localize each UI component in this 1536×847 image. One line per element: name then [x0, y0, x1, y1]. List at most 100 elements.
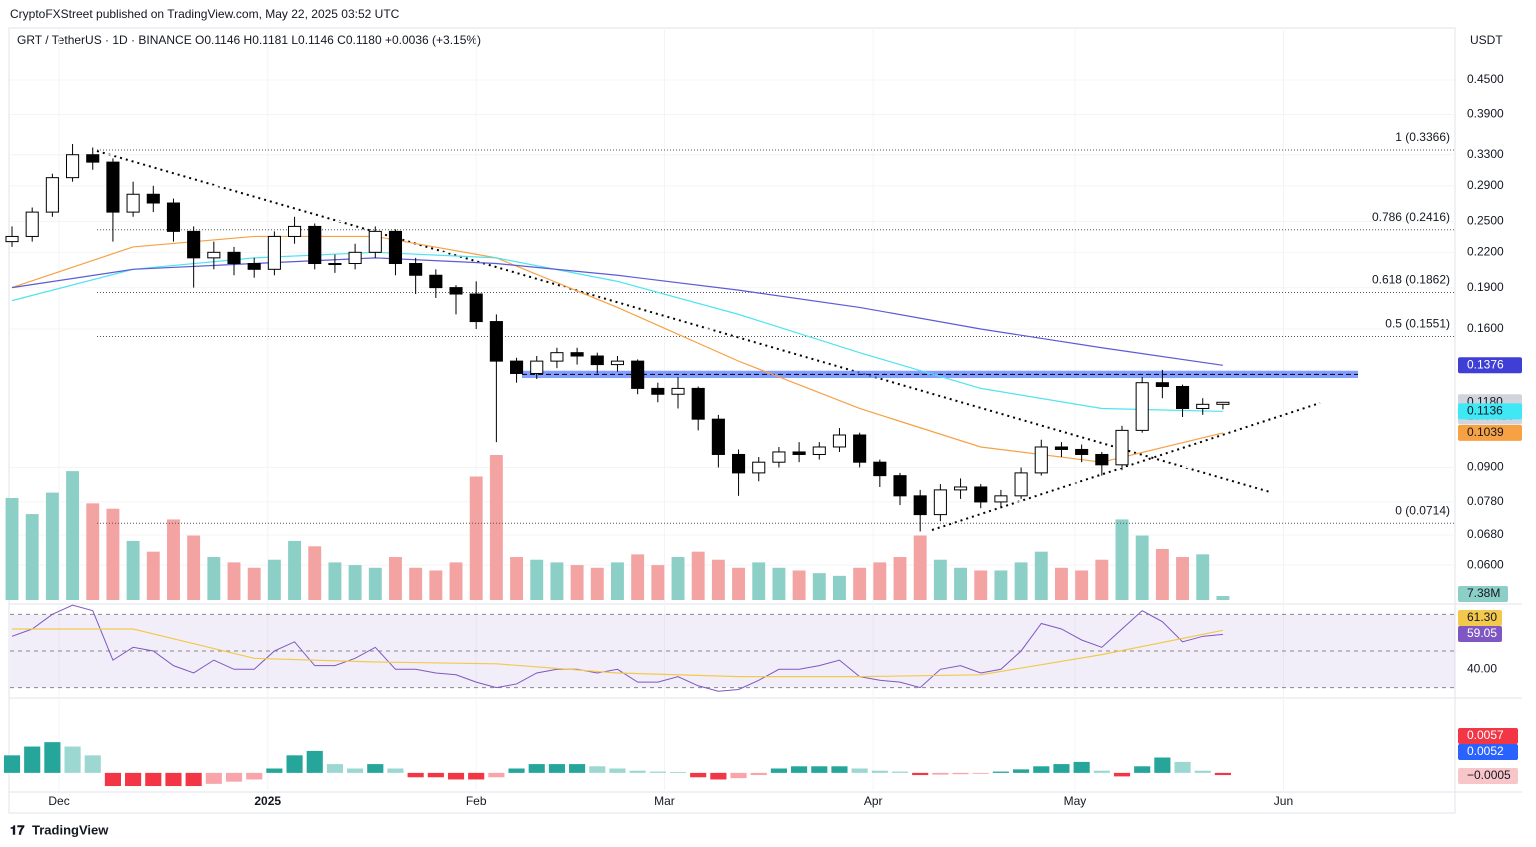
x-tick-label: 2025	[254, 794, 281, 808]
candle-body	[247, 263, 261, 270]
candle-body	[893, 475, 907, 497]
candle-body	[106, 161, 120, 213]
candle-body	[1155, 382, 1169, 387]
macd-bar	[1154, 757, 1171, 773]
y-tick-label: 0.1600	[1467, 321, 1504, 335]
candle-body	[126, 193, 140, 213]
volume-bar	[550, 562, 564, 600]
macd-bar	[104, 772, 121, 787]
volume-bar	[1014, 562, 1028, 600]
volume-bar	[1055, 567, 1068, 600]
fib-label: 0 (0.0714)	[1395, 503, 1450, 517]
candle-body	[610, 360, 625, 366]
rsi-tick-label: 40.00	[1467, 661, 1497, 675]
volume-bar	[974, 570, 988, 600]
volume-bar	[429, 570, 443, 600]
volume-bar	[45, 492, 59, 600]
y-tick-label: 0.2200	[1467, 244, 1504, 258]
candle-body	[772, 451, 786, 463]
price-label-box	[1458, 357, 1522, 374]
candle-body	[1135, 382, 1149, 431]
volume-bar	[631, 554, 645, 600]
candle-body	[388, 230, 403, 265]
macd-bar	[306, 750, 323, 773]
price-label-box	[1458, 424, 1522, 441]
volume-bar	[1155, 548, 1169, 600]
macd-bar	[750, 772, 767, 776]
volume-bar	[227, 562, 241, 600]
macd-bar	[1134, 766, 1151, 773]
volume-bar	[449, 562, 463, 600]
volume-bar	[1196, 554, 1210, 600]
macd-bar	[488, 772, 505, 778]
macd-bar	[1013, 769, 1030, 773]
candle-body	[1014, 472, 1028, 497]
volume-bar	[853, 567, 867, 600]
volume-bar	[913, 535, 927, 600]
x-tick-label: Dec	[48, 794, 69, 808]
candle-body	[1095, 453, 1109, 466]
volume-bar	[752, 562, 766, 600]
macd-bar	[548, 764, 565, 773]
macd-bar	[952, 772, 969, 775]
volume-bar	[530, 559, 544, 600]
price-label: 0.1039	[1467, 425, 1504, 439]
macd-bar	[649, 771, 666, 773]
macd-bar	[669, 772, 687, 773]
price-label: 0.1376	[1467, 357, 1504, 371]
macd-bar	[1174, 761, 1191, 773]
macd-bar	[145, 772, 162, 787]
candle-body	[530, 360, 544, 374]
macd-bar	[387, 768, 404, 773]
candle-body	[1115, 429, 1129, 466]
macd-bar	[891, 771, 909, 773]
macd-bar	[44, 742, 61, 773]
macd-bar	[1053, 764, 1070, 773]
candle-body	[1196, 403, 1210, 409]
x-tick-label: Apr	[864, 794, 883, 808]
x-tick-label: Mar	[654, 794, 675, 808]
candle-body	[308, 225, 322, 265]
candle-body	[590, 355, 604, 366]
candle-body	[469, 293, 483, 323]
volume-bar	[651, 565, 665, 600]
macd-bar	[468, 772, 485, 780]
volume-bar	[812, 573, 826, 600]
volume-bar	[893, 557, 907, 600]
volume-bar	[590, 567, 604, 600]
volume-bar	[792, 570, 806, 600]
rsi-line	[11, 604, 1223, 692]
macd-label-box	[1458, 744, 1518, 760]
macd-bar	[851, 768, 868, 773]
candle-body	[570, 352, 584, 357]
macd-bar	[1073, 761, 1090, 773]
macd-bar	[589, 766, 606, 773]
macd-bar	[84, 755, 101, 773]
candle-body	[267, 235, 281, 270]
macd-bar	[1113, 772, 1131, 777]
volume-bar	[389, 557, 402, 600]
macd-bar	[629, 770, 646, 773]
candle-body	[328, 263, 342, 266]
volume-bar	[1135, 535, 1149, 600]
candle-body	[651, 387, 665, 395]
macd-bar	[972, 772, 989, 774]
y-tick-label: 0.3900	[1467, 107, 1504, 121]
trendline	[931, 402, 1321, 531]
volume-bar	[611, 562, 624, 600]
volume-bar	[711, 559, 725, 600]
volume-bar	[288, 540, 302, 600]
price-label-box	[1458, 403, 1522, 420]
macd-bar	[932, 772, 949, 775]
candle-body	[5, 235, 19, 243]
candle-body	[510, 360, 524, 374]
volume-bar	[247, 567, 261, 600]
candle-body	[86, 154, 100, 163]
macd-bar	[871, 770, 888, 773]
candle-body	[994, 495, 1008, 503]
candle-body	[166, 202, 181, 232]
moving-average	[11, 235, 1224, 463]
volume-bar	[1115, 519, 1129, 600]
candle-body	[25, 211, 39, 237]
candle-body	[227, 251, 241, 265]
